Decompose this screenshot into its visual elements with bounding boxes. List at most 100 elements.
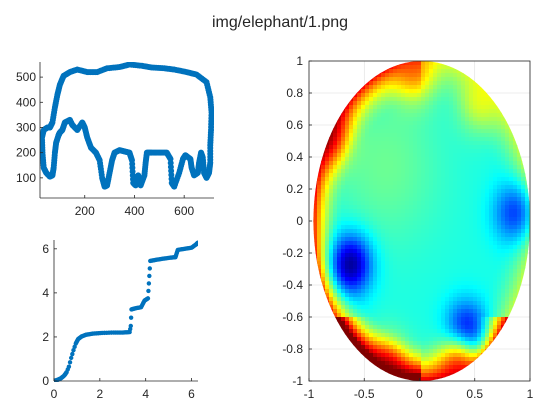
heatmap-cell xyxy=(453,105,458,110)
heatmap-cell xyxy=(433,253,438,258)
heatmap-cell xyxy=(385,89,390,94)
heatmap-cell xyxy=(333,145,338,150)
heatmap-cell xyxy=(429,337,434,342)
heatmap-cell xyxy=(421,161,426,166)
heatmap-cell xyxy=(361,269,366,274)
heatmap-cell xyxy=(409,101,414,106)
heatmap-cell xyxy=(377,185,382,190)
heatmap-cell xyxy=(377,301,382,306)
heatmap-cell xyxy=(377,257,382,262)
heatmap-cell xyxy=(453,205,458,210)
heatmap-cell xyxy=(405,225,410,230)
heatmap-cell xyxy=(353,97,358,102)
heatmap-cell xyxy=(357,349,362,354)
heatmap-cell xyxy=(453,345,458,350)
heatmap-cell xyxy=(501,221,506,226)
heatmap-cell xyxy=(365,265,370,270)
heatmap-cell xyxy=(389,245,394,250)
heatmap-cell xyxy=(445,301,450,306)
heatmap-cell xyxy=(401,93,406,98)
heatmap-cell xyxy=(369,105,374,110)
heatmap-cell xyxy=(457,361,462,366)
heatmap-cell xyxy=(321,237,326,242)
heatmap-cell xyxy=(445,221,450,226)
heatmap-cell xyxy=(369,145,374,150)
heatmap-cell xyxy=(517,205,522,210)
heatmap-cell xyxy=(449,365,454,370)
heatmap-cell xyxy=(341,321,346,326)
heatmap-cell xyxy=(513,165,518,170)
heatmap-cell xyxy=(501,149,506,154)
heatmap-cell xyxy=(357,93,362,98)
heatmap-cell xyxy=(337,309,342,314)
heatmap-cell xyxy=(421,257,426,262)
heatmap-cell xyxy=(321,165,326,170)
heatmap-cell xyxy=(333,217,338,222)
heatmap-cell xyxy=(405,253,410,258)
heatmap-cell xyxy=(481,257,486,262)
heatmap-cell xyxy=(409,313,414,318)
heatmap-cell xyxy=(393,205,398,210)
heatmap-cell xyxy=(481,329,486,334)
heatmap-cell xyxy=(417,297,422,302)
heatmap-cell xyxy=(337,285,342,290)
heatmap-cell xyxy=(445,309,450,314)
heatmap-cell xyxy=(509,221,514,226)
heatmap-cell xyxy=(361,185,366,190)
heatmap-cell xyxy=(445,269,450,274)
heatmap-cell xyxy=(489,149,494,154)
heatmap-cell xyxy=(445,181,450,186)
heatmap-cell xyxy=(397,133,402,138)
heatmap-cell xyxy=(513,149,518,154)
heatmap-cell xyxy=(437,201,442,206)
heatmap-cell xyxy=(341,137,346,142)
heatmap-cell xyxy=(357,193,362,198)
heatmap-cell xyxy=(469,197,474,202)
heatmap-cell xyxy=(469,341,474,346)
heatmap-cell xyxy=(433,157,438,162)
heatmap-cell xyxy=(385,105,390,110)
heatmap-cell xyxy=(465,105,470,110)
heatmap-cell xyxy=(405,329,410,334)
heatmap-cell xyxy=(457,193,462,198)
staircase-point xyxy=(146,281,152,286)
heatmap-cell xyxy=(361,281,366,286)
heatmap-cell xyxy=(417,105,422,110)
heatmap-cell xyxy=(325,217,330,222)
heatmap-cell xyxy=(393,65,398,70)
heatmap-cell xyxy=(361,289,366,294)
heatmap-cell xyxy=(365,237,370,242)
heatmap-cell xyxy=(373,81,378,86)
heatmap-cell xyxy=(485,217,490,222)
heatmap-cell xyxy=(513,261,518,266)
heatmap-cell xyxy=(389,261,394,266)
heatmap-cell xyxy=(501,169,506,174)
heatmap-cell xyxy=(325,293,330,298)
heatmap-cell xyxy=(493,113,498,118)
heatmap-cell xyxy=(393,345,398,350)
heatmap-cell xyxy=(385,205,390,210)
heatmap-cell xyxy=(409,201,414,206)
heatmap-cell xyxy=(469,141,474,146)
heatmap-cell xyxy=(449,333,454,338)
heatmap-cell xyxy=(321,181,326,186)
heatmap-cell xyxy=(389,309,394,314)
heatmap-cell xyxy=(417,309,422,314)
heatmap-cell xyxy=(365,197,370,202)
heatmap-cell xyxy=(361,205,366,210)
heatmap-cell xyxy=(389,85,394,90)
heatmap-cell xyxy=(337,153,342,158)
heatmap-cell xyxy=(461,169,466,174)
heatmap-cell xyxy=(437,65,442,70)
heatmap-cell xyxy=(369,305,374,310)
heatmap-cell xyxy=(333,181,338,186)
heatmap-cell xyxy=(437,365,442,370)
heatmap-cell xyxy=(417,145,422,150)
heatmap-cell xyxy=(333,273,338,278)
heatmap-cell xyxy=(449,337,454,342)
heatmap-cell xyxy=(517,169,522,174)
heatmap-cell xyxy=(401,221,406,226)
heatmap-cell xyxy=(509,217,514,222)
heatmap-cell xyxy=(513,281,518,286)
heatmap-cell xyxy=(453,157,458,162)
